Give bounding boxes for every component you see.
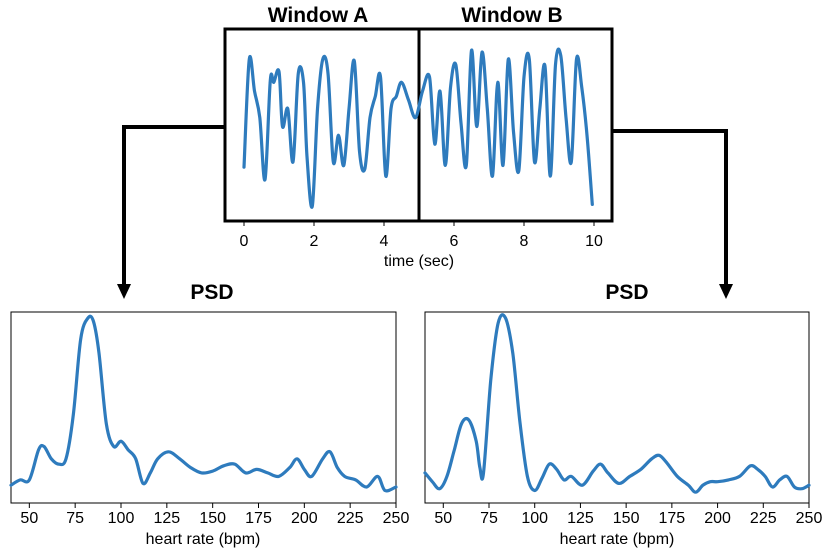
right-psd-frame [424,311,810,504]
left-psd-tick-label: 250 [383,510,410,527]
connector-right-line [612,129,728,285]
left-psd-tick-label: 75 [66,510,84,527]
window-a-title: Window A [268,4,369,27]
time-axis-label: time (sec) [384,253,454,270]
left-psd-tick-label: 50 [20,510,38,527]
connector-left-line [122,125,225,285]
time-axis-ticks: 0 2 4 6 8 10 [240,221,603,250]
left-psd-title: PSD [190,281,233,304]
left-psd-tick-label: 100 [108,510,135,527]
time-tick-label: 10 [585,233,603,250]
right-psd-xlabel: heart rate (bpm) [560,531,675,548]
time-tick-label: 4 [380,233,389,250]
time-tick-label: 0 [240,233,249,250]
right-psd-tick-label: 225 [750,510,777,527]
right-psd-tick-label: 250 [796,510,823,527]
right-psd-tick-label: 100 [521,510,548,527]
right-psd-tick-label: 175 [659,510,686,527]
left-psd-tick-label: 175 [245,510,272,527]
arrowhead-right-icon [719,284,733,299]
right-psd-line [423,313,811,494]
right-psd-tick-label: 50 [434,510,452,527]
time-tick-label: 2 [310,233,319,250]
right-psd-tick-label: 150 [613,510,640,527]
right-psd-tick-label: 125 [567,510,594,527]
right-psd-tick-label: 75 [480,510,498,527]
right-psd-title: PSD [605,281,648,304]
left-psd-line [9,314,398,493]
arrowhead-left-icon [117,284,131,299]
time-signal-line [242,47,594,209]
left-psd-xlabel: heart rate (bpm) [146,531,261,548]
right-psd-tick-label: 200 [704,510,731,527]
time-tick-label: 8 [520,233,529,250]
left-psd-ticks: 50 75 100 125 150 175 200 225 250 [20,503,409,527]
left-psd-tick-label: 225 [337,510,364,527]
left-psd-tick-label: 125 [153,510,180,527]
window-b-frame [417,27,614,223]
left-psd-tick-label: 150 [199,510,226,527]
window-b-title: Window B [461,4,562,27]
left-psd-frame [10,311,397,504]
right-psd-ticks: 50 75 100 125 150 175 200 225 250 [434,503,822,527]
time-tick-label: 6 [450,233,459,250]
left-psd-tick-label: 200 [291,510,318,527]
